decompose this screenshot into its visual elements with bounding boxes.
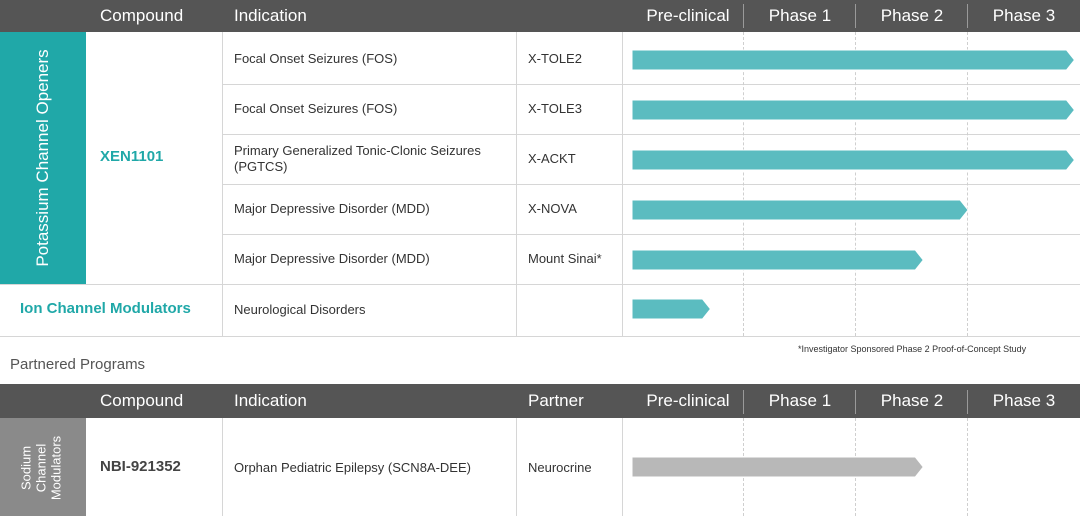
- group-label-panel: [0, 32, 86, 284]
- progress-bar-row-3: [631, 149, 1076, 171]
- indication-row-3: Primary Generalized Tonic-Clonic Seizure…: [234, 143, 481, 174]
- footnote: *Investigator Sponsored Phase 2 Proof-of…: [798, 344, 1027, 354]
- progress-bar-row-4: [631, 199, 969, 221]
- partnered-header-partner: Partner: [528, 391, 584, 410]
- partnered-header-indication: Indication: [234, 391, 307, 410]
- progress-bar-row-2: [631, 99, 1076, 121]
- compound-ion-channel-modulators: Ion Channel Modulators: [20, 300, 191, 317]
- top-header-indication: Indication: [234, 6, 307, 25]
- progress-bars-top: [631, 49, 1076, 320]
- partnered-partner-row-1: Neurocrine: [528, 460, 592, 475]
- progress-bar-row-6: [631, 298, 712, 320]
- partnered-header-phase1: Phase 1: [768, 391, 832, 410]
- partnered-header-bar: [0, 384, 1080, 418]
- top-header-phase1: Phase 1: [768, 6, 832, 25]
- indication-row-6: Neurological Disorders: [234, 302, 366, 317]
- top-header-phase2: Phase 2: [880, 6, 944, 25]
- partnered-group-label-panel: [0, 418, 86, 516]
- progress-bar-partnered-row-1: [631, 456, 924, 478]
- indication-row-5: Major Depressive Disorder (MDD): [234, 251, 430, 266]
- compound-xen1101: XEN1101: [100, 148, 164, 165]
- partnered-header-phase2: Phase 2: [880, 391, 944, 410]
- top-header-preclinical: Pre-clinical: [646, 6, 730, 25]
- compound-nbi-921352: NBI-921352: [100, 458, 181, 475]
- partnered-header-preclinical: Pre-clinical: [646, 391, 730, 410]
- top-header-compound: Compound: [100, 6, 184, 25]
- partnered-indication-row-1: Orphan Pediatric Epilepsy (SCN8A-DEE): [234, 460, 471, 475]
- indication-row-4: Major Depressive Disorder (MDD): [234, 201, 430, 216]
- trial-row-4: X-NOVA: [528, 201, 577, 216]
- trial-row-3: X-ACKT: [528, 151, 576, 166]
- indication-row-1: Focal Onset Seizures (FOS): [234, 51, 398, 66]
- progress-bar-row-5: [631, 249, 924, 271]
- indication-row-2: Focal Onset Seizures (FOS): [234, 101, 398, 116]
- partnered-header-phase3: Phase 3: [992, 391, 1056, 410]
- trial-row-5: Mount Sinai*: [528, 251, 602, 266]
- progress-bar-row-1: [631, 49, 1076, 71]
- top-header-bar: [0, 0, 1080, 32]
- top-header-phase3: Phase 3: [992, 6, 1056, 25]
- section-title-partnered: Partnered Programs: [10, 356, 146, 373]
- trial-row-1: X-TOLE2: [528, 51, 582, 66]
- trial-row-2: X-TOLE3: [528, 101, 582, 116]
- partnered-header-compound: Compound: [100, 391, 184, 410]
